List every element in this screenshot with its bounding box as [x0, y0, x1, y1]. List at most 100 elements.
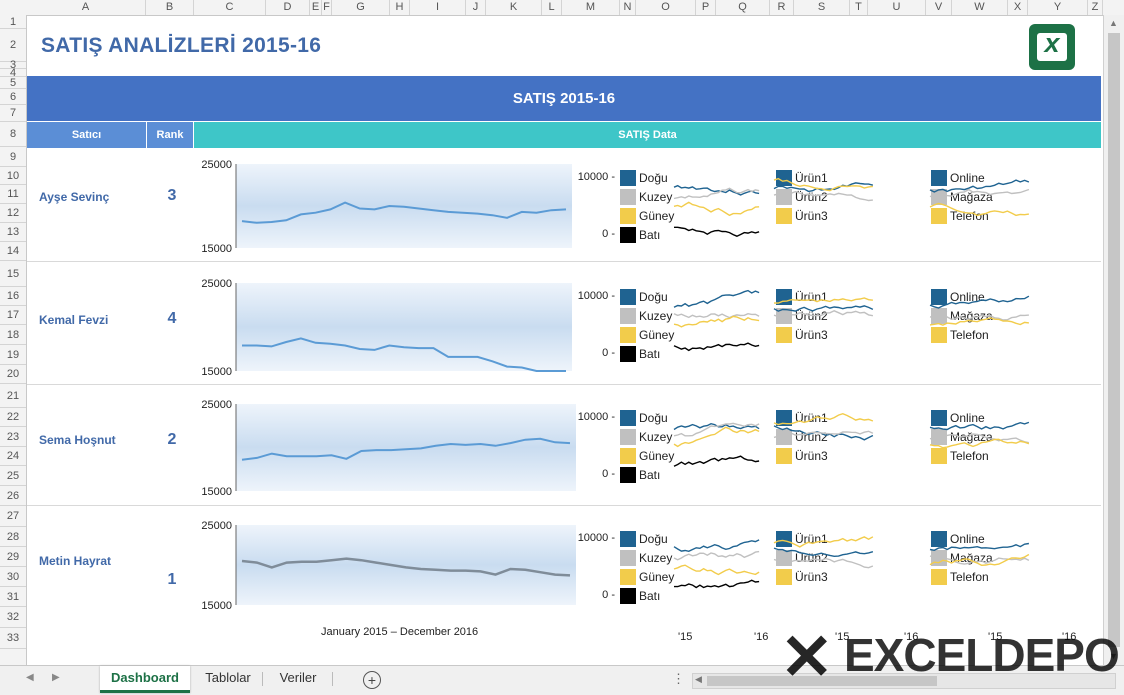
sparkline — [929, 553, 1030, 567]
row-header-12[interactable]: 12 — [0, 204, 26, 223]
seller-name: Sema Hoşnut — [39, 433, 116, 447]
column-header-Q[interactable]: Q — [716, 0, 770, 15]
column-header-Z[interactable]: Z — [1088, 0, 1103, 15]
vertical-scrollbar[interactable]: ▲ ▼ — [1103, 15, 1124, 665]
row-header-14[interactable]: 14 — [0, 242, 26, 261]
row-header-16[interactable]: 16 — [0, 287, 26, 306]
row-header-31[interactable]: 31 — [0, 587, 26, 607]
plot-area — [236, 525, 576, 605]
row-header-4[interactable]: 4 — [0, 68, 26, 79]
row-header-1[interactable]: 1 — [0, 15, 26, 29]
column-header-T[interactable]: T — [850, 0, 868, 15]
scroll-left-icon[interactable]: ◀ — [695, 674, 702, 684]
sparkline — [673, 289, 760, 308]
column-header-Y[interactable]: Y — [1028, 0, 1088, 15]
tab-scroll-right-icon[interactable]: ▶ — [52, 672, 60, 683]
row-header-19[interactable]: 19 — [0, 345, 26, 365]
column-header-L[interactable]: L — [542, 0, 562, 15]
row-header-9[interactable]: 9 — [0, 147, 26, 167]
tab-divider — [332, 672, 333, 686]
scroll-thumb[interactable] — [1108, 33, 1120, 647]
column-header-V[interactable]: V — [926, 0, 952, 15]
row-header-33[interactable]: 33 — [0, 628, 26, 649]
row-header-23[interactable]: 23 — [0, 427, 26, 447]
column-header-N[interactable]: N — [620, 0, 636, 15]
column-header-P[interactable]: P — [696, 0, 716, 15]
column-header-X[interactable]: X — [1008, 0, 1028, 15]
column-header-H[interactable]: H — [390, 0, 410, 15]
row-header-5[interactable]: 5 — [0, 77, 26, 89]
row-header-25[interactable]: 25 — [0, 466, 26, 486]
legend-swatch — [620, 170, 636, 186]
row-header-26[interactable]: 26 — [0, 486, 26, 506]
sparkline — [673, 184, 760, 196]
column-header-W[interactable]: W — [952, 0, 1008, 15]
sparkline — [673, 455, 760, 467]
scroll-down-icon[interactable]: ▼ — [1109, 651, 1118, 661]
row-header-2[interactable]: 2 — [0, 29, 26, 62]
row-header-13[interactable]: 13 — [0, 223, 26, 242]
legend-swatch — [931, 308, 947, 324]
column-header-F[interactable]: F — [322, 0, 332, 15]
column-header-S[interactable]: S — [794, 0, 850, 15]
column-header-O[interactable]: O — [636, 0, 696, 15]
spark-axis-bottom: 0 - — [602, 228, 615, 240]
sales-trend-line — [241, 437, 571, 461]
tab-scroll-left-icon[interactable]: ◀ — [26, 672, 34, 683]
legend-label: Ürün2 — [795, 430, 828, 444]
legend-swatch — [776, 410, 792, 426]
legend-label: Doğu — [639, 532, 668, 546]
row-header-11[interactable]: 11 — [0, 185, 26, 204]
row-header-8[interactable]: 8 — [0, 122, 26, 147]
row-header-3[interactable]: 3 — [0, 60, 26, 71]
row-header-27[interactable]: 27 — [0, 506, 26, 527]
column-header-B[interactable]: B — [146, 0, 194, 15]
sparkline — [929, 202, 1029, 217]
horizontal-scrollbar[interactable]: ◀ — [692, 673, 1116, 689]
row-header-24[interactable]: 24 — [0, 447, 26, 466]
column-header-C[interactable]: C — [194, 0, 266, 15]
row-header-7[interactable]: 7 — [0, 105, 26, 122]
row-header-6[interactable]: 6 — [0, 89, 26, 105]
y-min-label: 15000 — [201, 486, 232, 498]
tab-tablolar[interactable]: Tablolar — [205, 670, 251, 685]
sparkline — [773, 310, 874, 318]
row-header-15[interactable]: 15 — [0, 261, 26, 287]
sales-trend-line — [241, 201, 567, 224]
row-header-10[interactable]: 10 — [0, 167, 26, 185]
legend-swatch — [620, 308, 636, 324]
row-header-32[interactable]: 32 — [0, 607, 26, 628]
row-header-21[interactable]: 21 — [0, 384, 26, 408]
column-header-E[interactable]: E — [310, 0, 322, 15]
column-header-J[interactable]: J — [466, 0, 486, 15]
column-header-U[interactable]: U — [868, 0, 926, 15]
column-header-R[interactable]: R — [770, 0, 794, 15]
spark-axis-top: 10000 - — [578, 411, 616, 423]
row-header-30[interactable]: 30 — [0, 567, 26, 587]
legend-swatch — [620, 467, 636, 483]
column-header-K[interactable]: K — [486, 0, 542, 15]
row-header-17[interactable]: 17 — [0, 306, 26, 325]
column-header-M[interactable]: M — [562, 0, 620, 15]
row-header-22[interactable]: 22 — [0, 408, 26, 427]
column-header-A[interactable]: A — [26, 0, 146, 15]
row-header-28[interactable]: 28 — [0, 527, 26, 547]
add-sheet-icon[interactable]: + — [363, 671, 381, 689]
tab-dashboard[interactable]: Dashboard — [100, 666, 190, 693]
row-header-20[interactable]: 20 — [0, 365, 26, 384]
more-options-icon[interactable]: ⋮ — [672, 671, 685, 686]
h-scroll-thumb[interactable] — [707, 676, 937, 686]
sparkline — [673, 312, 760, 319]
row-header-29[interactable]: 29 — [0, 547, 26, 567]
column-header-G[interactable]: G — [332, 0, 390, 15]
legend-swatch — [620, 227, 636, 243]
legend-swatch — [620, 208, 636, 224]
scroll-up-icon[interactable]: ▲ — [1109, 18, 1118, 28]
legend-swatch — [776, 448, 792, 464]
column-header-D[interactable]: D — [266, 0, 310, 15]
legend-label: Kuzey — [639, 430, 672, 444]
tab-veriler[interactable]: Veriler — [279, 670, 317, 685]
row-header-18[interactable]: 18 — [0, 325, 26, 345]
column-header-I[interactable]: I — [410, 0, 466, 15]
legend-swatch — [620, 550, 636, 566]
